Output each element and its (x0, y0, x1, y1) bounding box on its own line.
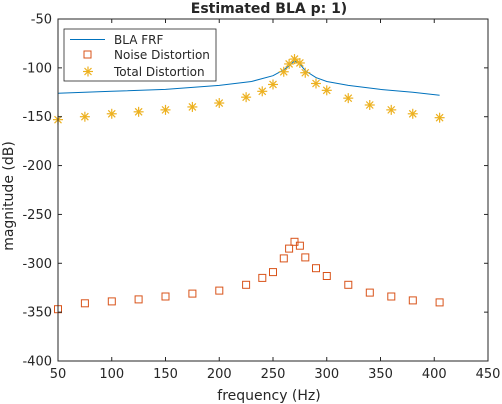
x-axis-label: frequency (Hz) (217, 388, 320, 404)
data-point (188, 289, 197, 298)
data-point (311, 78, 321, 89)
y-tick-label: -150 (22, 110, 52, 125)
x-tick-label: 100 (99, 367, 124, 382)
x-tick-label: 250 (261, 367, 286, 382)
y-tick-label: -100 (22, 61, 52, 76)
data-point (79, 111, 90, 122)
data-point (301, 253, 310, 262)
data-point (294, 57, 305, 68)
data-point (80, 299, 89, 308)
data-point (364, 99, 375, 110)
data-point (322, 272, 331, 280)
data-point (107, 297, 116, 306)
y-tick-label: -250 (22, 208, 52, 223)
data-point (300, 67, 311, 78)
x-tick-label: 450 (476, 367, 501, 382)
data-point (343, 93, 354, 104)
y-axis: -400 -350 -300 -250 -200 -150 -100 -50 (22, 13, 488, 370)
y-tick-label: -400 (22, 355, 52, 370)
data-point (134, 295, 143, 304)
data-point (365, 288, 374, 297)
data-point (312, 264, 320, 273)
x-tick-label: 200 (207, 367, 232, 382)
data-point (187, 101, 198, 112)
data-point (435, 298, 444, 307)
series-noise-distortion (54, 237, 444, 314)
x-axis: 50 100 150 200 250 300 350 400 450 (50, 19, 501, 382)
legend-label-noise-distortion: Noise Distortion (114, 48, 210, 62)
data-point (242, 280, 251, 289)
legend-marker-noise-distortion (83, 50, 92, 59)
data-point (215, 286, 224, 295)
data-point (321, 85, 332, 96)
x-tick-label: 350 (368, 367, 393, 382)
data-point (285, 244, 294, 253)
data-point (258, 273, 267, 282)
data-point (407, 108, 418, 119)
y-tick-label: -50 (31, 13, 52, 28)
data-point (214, 98, 225, 109)
data-point (161, 292, 170, 301)
x-tick-label: 150 (153, 367, 178, 382)
x-tick-label: 300 (314, 367, 339, 382)
data-point (106, 108, 117, 119)
data-point (295, 241, 304, 250)
data-point (160, 104, 171, 115)
data-point (344, 280, 353, 289)
legend: BLA FRF Noise Distortion Total Distortio… (63, 28, 217, 82)
legend-label-total-distortion: Total Distortion (113, 65, 205, 79)
data-point (434, 112, 445, 123)
data-point (289, 54, 300, 65)
y-axis-label: magnitude (dB) (1, 141, 17, 251)
data-point (408, 296, 417, 305)
data-point (268, 79, 278, 90)
data-point (257, 86, 268, 97)
data-point (278, 66, 289, 77)
data-point (133, 106, 144, 117)
data-point (241, 92, 252, 103)
data-point (387, 292, 396, 301)
chart-title: Estimated BLA p: 1) (191, 1, 347, 17)
legend-label-bla-frf: BLA FRF (114, 33, 163, 47)
data-point (386, 104, 397, 115)
data-point (269, 268, 277, 277)
legend-marker-total-distortion (83, 66, 93, 77)
x-tick-label: 400 (422, 367, 447, 382)
y-tick-label: -350 (22, 306, 52, 321)
data-point (279, 254, 288, 263)
y-tick-label: -200 (22, 159, 52, 174)
x-tick-label: 50 (50, 367, 67, 382)
y-tick-label: -300 (22, 257, 52, 272)
